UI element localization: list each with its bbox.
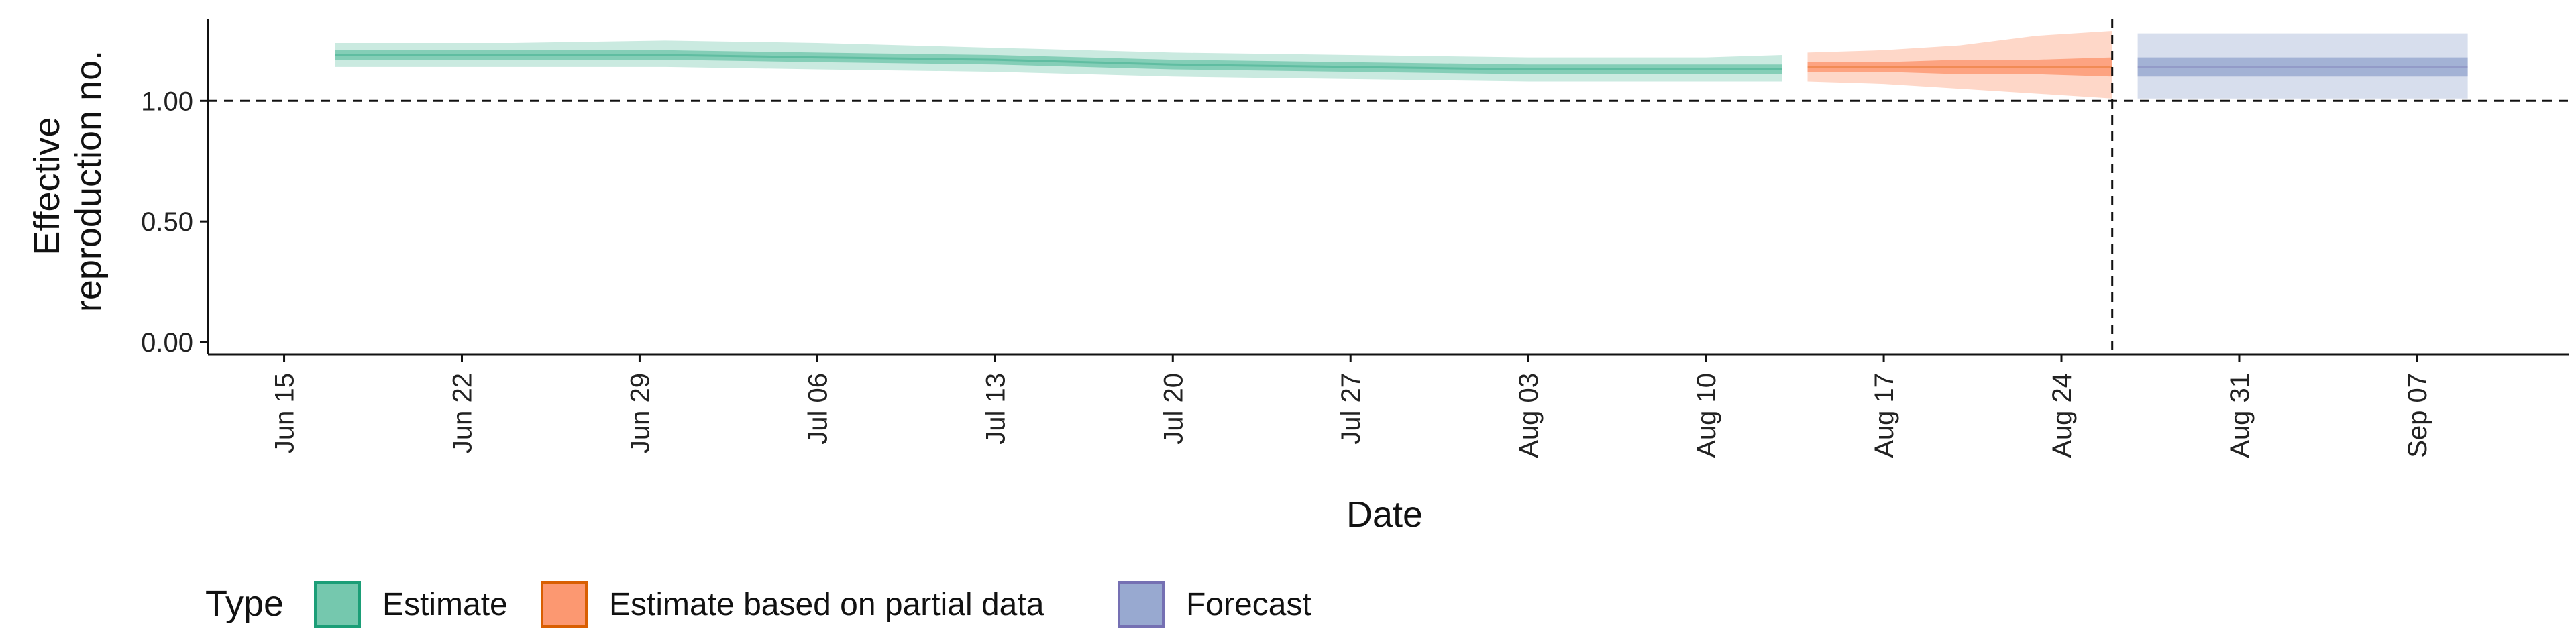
legend: Type Estimate Estimate based on partial da… — [205, 581, 1311, 628]
x-tick-label-8: Aug 10 — [1692, 373, 1721, 458]
legend-key-2 — [1118, 581, 1165, 628]
y-axis-title-line-2: reproduction no. — [68, 50, 109, 312]
y-tick-label-2: 1.00 — [141, 87, 193, 116]
series-0-band-50 — [335, 50, 1782, 74]
x-tick-label-9: Aug 17 — [1870, 373, 1899, 458]
x-tick-label-11: Aug 31 — [2225, 373, 2255, 458]
axes: 0.00 0.50 1.00 Jun 15 Jun 22 Jun 29 Jul 06 Jul … — [141, 19, 2569, 458]
x-tick-label-12: Sep 07 — [2403, 373, 2432, 458]
series-1-band-50 — [1807, 57, 2112, 77]
x-tick-label-3: Jul 06 — [803, 373, 833, 445]
series-1 — [1807, 31, 2112, 99]
x-tick-label-10: Aug 24 — [2047, 373, 2077, 458]
x-tick-label-6: Jul 27 — [1336, 373, 1366, 445]
x-tick-label-2: Jun 29 — [625, 373, 655, 453]
series-0-median-line — [335, 54, 1782, 70]
plot-area — [208, 19, 2569, 354]
legend-item-0: Estimate — [314, 581, 508, 628]
x-tick-label-0: Jun 15 — [270, 373, 300, 453]
y-tick-label-0: 0.00 — [141, 328, 193, 358]
y-tick-label-1: 0.50 — [141, 207, 193, 237]
series-2 — [2137, 33, 2468, 99]
x-tick-label-7: Aug 03 — [1514, 373, 1544, 458]
legend-item-2: Forecast — [1118, 581, 1311, 628]
legend-label-0: Estimate — [382, 587, 508, 623]
legend-key-1 — [541, 581, 588, 628]
y-axis-title-line-1: Effective — [27, 117, 67, 255]
legend-label-1: Estimate based on partial data — [609, 587, 1044, 623]
x-tick-label-1: Jun 22 — [448, 373, 478, 453]
series-0 — [335, 40, 1782, 82]
x-tick-label-5: Jul 20 — [1159, 373, 1188, 445]
x-tick-label-4: Jul 13 — [981, 373, 1010, 445]
series-2-band-50 — [2137, 57, 2468, 77]
legend-label-2: Forecast — [1186, 587, 1311, 623]
legend-key-0 — [314, 581, 361, 628]
x-axis-title: Date — [1346, 494, 1423, 535]
legend-title: Type — [205, 584, 284, 624]
y-axis-title: Effective reproduction no. — [27, 50, 109, 312]
legend-item-1: Estimate based on partial data — [541, 581, 1044, 628]
